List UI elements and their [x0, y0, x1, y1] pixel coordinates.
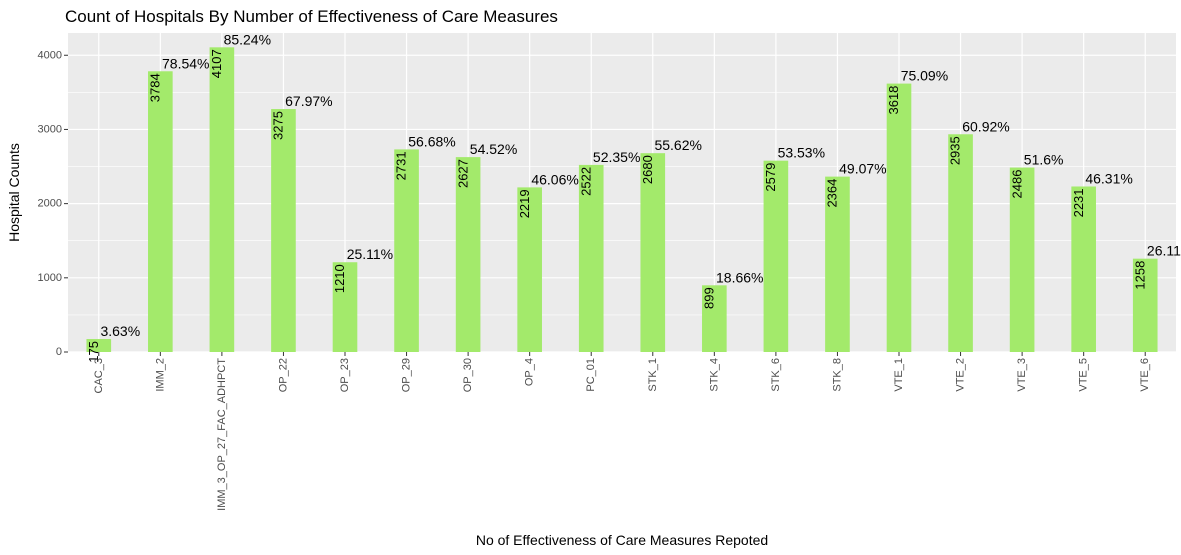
bar-value-label: 2522 — [578, 167, 593, 196]
bar — [271, 109, 296, 352]
bar — [702, 285, 727, 352]
y-tick-label: 4000 — [38, 49, 62, 61]
bar-value-label: 3275 — [271, 111, 286, 140]
bar-value-label: 2680 — [640, 155, 655, 184]
bar — [332, 262, 358, 352]
y-tick-label: 0 — [56, 346, 62, 358]
y-axis-title: Hospital Counts — [6, 143, 22, 242]
bar — [517, 187, 542, 352]
x-tick-label: OP_23 — [339, 358, 351, 392]
bar-value-label: 1210 — [332, 264, 347, 293]
bar — [394, 149, 419, 352]
bar-percent-label: 53.53% — [778, 145, 825, 161]
bar — [209, 47, 235, 353]
bar — [148, 71, 173, 352]
x-tick-label: OP_29 — [401, 358, 413, 392]
bar-percent-label: 52.35% — [593, 149, 640, 165]
bar-value-label: 3618 — [886, 86, 901, 115]
bar-percent-label: 78.54% — [162, 55, 209, 71]
x-tick-label: IMM_3_OP_27_FAC_ADHPCT — [216, 358, 228, 511]
bar-percent-label: 18.66% — [716, 269, 763, 285]
x-tick-label: VTE_6 — [1139, 358, 1151, 392]
bar-percent-label: 51.6% — [1024, 152, 1064, 168]
bar-percent-label: 46.31% — [1085, 170, 1132, 186]
bar-value-label: 2486 — [1009, 170, 1024, 199]
x-tick-label: OP_22 — [277, 358, 289, 392]
bar-value-label: 2935 — [948, 136, 963, 165]
x-tick-label: STK_8 — [831, 358, 843, 392]
bar — [1071, 186, 1096, 352]
bar-percent-label: 75.09% — [901, 68, 948, 84]
bar-value-label: 4107 — [209, 49, 224, 78]
bar — [578, 164, 604, 352]
bar — [1132, 258, 1158, 352]
bar — [763, 160, 789, 352]
bar-percent-label: 26.11 — [1147, 243, 1181, 259]
y-tick-label: 2000 — [38, 198, 62, 210]
bar-value-label: 2364 — [825, 179, 840, 208]
y-tick-label: 1000 — [38, 272, 62, 284]
x-tick-label: STK_6 — [770, 358, 782, 392]
x-tick-label: VTE_3 — [1016, 358, 1028, 392]
x-tick-label: OP_4 — [524, 358, 536, 386]
bar — [1009, 167, 1035, 352]
bars — [86, 47, 1158, 353]
bar-percent-label: 85.24% — [224, 31, 271, 47]
bar-value-label: 2219 — [517, 189, 532, 218]
bar-value-label: 2579 — [763, 163, 778, 192]
bar-value-label: 1258 — [1132, 261, 1147, 290]
y-tick-label: 3000 — [38, 123, 62, 135]
x-tick-label: VTE_1 — [893, 358, 905, 392]
bar-percent-label: 55.62% — [654, 137, 701, 153]
bar — [825, 176, 850, 352]
bar-value-label: 2231 — [1071, 188, 1086, 217]
chart-title: Count of Hospitals By Number of Effectiv… — [65, 7, 558, 26]
bar-value-label: 2731 — [394, 151, 409, 180]
x-tick-label: VTE_2 — [955, 358, 967, 392]
bar-percent-label: 46.06% — [531, 171, 578, 187]
bar-percent-label: 56.68% — [408, 133, 455, 149]
plot-panel — [68, 33, 1176, 352]
bar-value-label: 2627 — [455, 159, 470, 188]
x-tick-label: STK_1 — [647, 358, 659, 392]
bar-percent-label: 3.63% — [100, 323, 140, 339]
y-axis-ticks: 0 1000 2000 3000 4000 — [38, 49, 68, 358]
bar — [948, 134, 973, 352]
x-axis-title: No of Effectiveness of Care Measures Rep… — [476, 532, 768, 548]
bar-percent-label: 54.52% — [470, 141, 517, 157]
x-tick-label: CAC_3 — [93, 358, 105, 393]
bar-value-label: 899 — [702, 287, 717, 309]
bar-percent-label: 67.97% — [285, 93, 332, 109]
bar — [86, 339, 112, 352]
x-tick-label: OP_30 — [462, 358, 474, 392]
x-tick-label: VTE_5 — [1078, 358, 1090, 392]
bar — [640, 153, 666, 352]
bar-value-label: 175 — [86, 341, 101, 363]
x-tick-label: PC_01 — [585, 358, 597, 392]
bar-value-label: 3784 — [148, 73, 163, 102]
bar — [886, 83, 912, 353]
bar — [455, 157, 481, 352]
x-tick-label: STK_4 — [708, 358, 720, 392]
x-axis-ticks: CAC_3 IMM_2 IMM_3_OP_27_FAC_ADHPCT OP_22 OP_… — [93, 352, 1151, 511]
bar-percent-label: 49.07% — [839, 161, 886, 177]
x-tick-label: IMM_2 — [154, 358, 166, 392]
bar-percent-label: 25.11% — [347, 246, 393, 262]
bar-percent-label: 60.92% — [962, 118, 1009, 134]
